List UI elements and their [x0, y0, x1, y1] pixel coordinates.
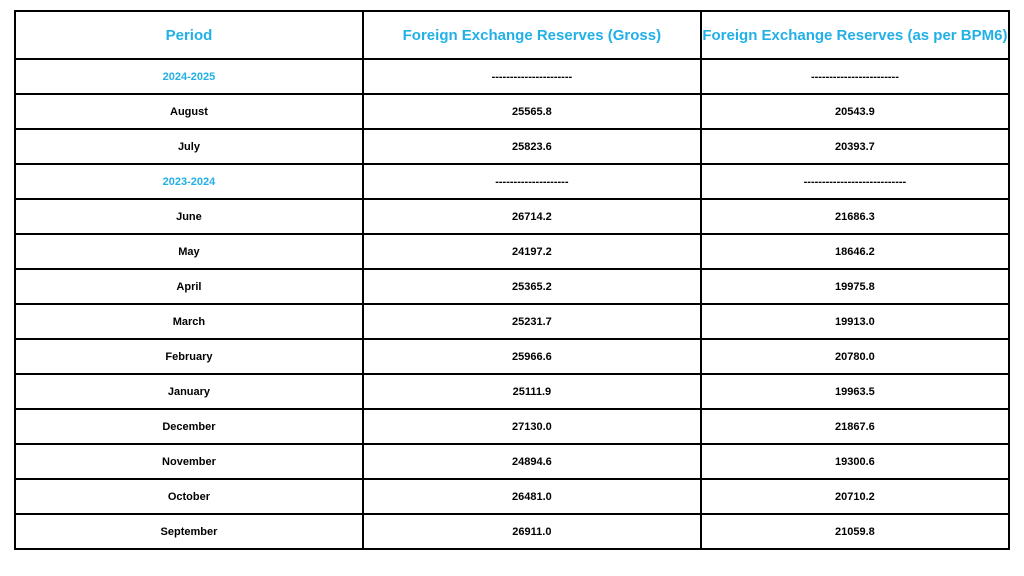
period-cell: April — [15, 269, 363, 304]
period-cell: June — [15, 199, 363, 234]
year-period-cell: 2024-2025 — [15, 59, 363, 94]
table-row: 2023-2024-------------------------------… — [15, 164, 1009, 199]
gross-cell: 26714.2 — [363, 199, 701, 234]
period-cell: March — [15, 304, 363, 339]
year-period-cell: 2023-2024 — [15, 164, 363, 199]
period-cell: August — [15, 94, 363, 129]
period-cell: January — [15, 374, 363, 409]
period-cell: May — [15, 234, 363, 269]
table-row: April25365.219975.8 — [15, 269, 1009, 304]
table-row: May24197.218646.2 — [15, 234, 1009, 269]
table-row: 2024-2025-------------------------------… — [15, 59, 1009, 94]
bpm6-cell: 19975.8 — [701, 269, 1009, 304]
table-row: August25565.820543.9 — [15, 94, 1009, 129]
col-header-period: Period — [15, 11, 363, 59]
table-row: January25111.919963.5 — [15, 374, 1009, 409]
table-row: November24894.619300.6 — [15, 444, 1009, 479]
period-cell: October — [15, 479, 363, 514]
gross-cell: 27130.0 — [363, 409, 701, 444]
bpm6-cell: 19913.0 — [701, 304, 1009, 339]
gross-cell: ---------------------- — [363, 59, 701, 94]
bpm6-cell: 18646.2 — [701, 234, 1009, 269]
bpm6-cell: 20393.7 — [701, 129, 1009, 164]
bpm6-cell: 19300.6 — [701, 444, 1009, 479]
period-cell: July — [15, 129, 363, 164]
bpm6-cell: 21059.8 — [701, 514, 1009, 549]
gross-cell: 25111.9 — [363, 374, 701, 409]
bpm6-cell: 21867.6 — [701, 409, 1009, 444]
gross-cell: 25365.2 — [363, 269, 701, 304]
gross-cell: 25966.6 — [363, 339, 701, 374]
gross-cell: 25565.8 — [363, 94, 701, 129]
table-header-row: Period Foreign Exchange Reserves (Gross)… — [15, 11, 1009, 59]
period-cell: November — [15, 444, 363, 479]
gross-cell: 24197.2 — [363, 234, 701, 269]
reserves-table: Period Foreign Exchange Reserves (Gross)… — [14, 10, 1010, 550]
table-row: December27130.021867.6 — [15, 409, 1009, 444]
table-row: September26911.021059.8 — [15, 514, 1009, 549]
bpm6-cell: 20710.2 — [701, 479, 1009, 514]
table-row: March25231.719913.0 — [15, 304, 1009, 339]
bpm6-cell: 21686.3 — [701, 199, 1009, 234]
gross-cell: -------------------- — [363, 164, 701, 199]
gross-cell: 26911.0 — [363, 514, 701, 549]
period-cell: December — [15, 409, 363, 444]
table-row: July25823.620393.7 — [15, 129, 1009, 164]
table-row: October26481.020710.2 — [15, 479, 1009, 514]
bpm6-cell: 20780.0 — [701, 339, 1009, 374]
bpm6-cell: 19963.5 — [701, 374, 1009, 409]
bpm6-cell: ---------------------------- — [701, 164, 1009, 199]
table-row: February25966.620780.0 — [15, 339, 1009, 374]
gross-cell: 25823.6 — [363, 129, 701, 164]
col-header-gross: Foreign Exchange Reserves (Gross) — [363, 11, 701, 59]
table-row: June26714.221686.3 — [15, 199, 1009, 234]
gross-cell: 24894.6 — [363, 444, 701, 479]
period-cell: February — [15, 339, 363, 374]
period-cell: September — [15, 514, 363, 549]
gross-cell: 26481.0 — [363, 479, 701, 514]
bpm6-cell: 20543.9 — [701, 94, 1009, 129]
col-header-bpm6: Foreign Exchange Reserves (as per BPM6) — [701, 11, 1009, 59]
gross-cell: 25231.7 — [363, 304, 701, 339]
bpm6-cell: ------------------------ — [701, 59, 1009, 94]
